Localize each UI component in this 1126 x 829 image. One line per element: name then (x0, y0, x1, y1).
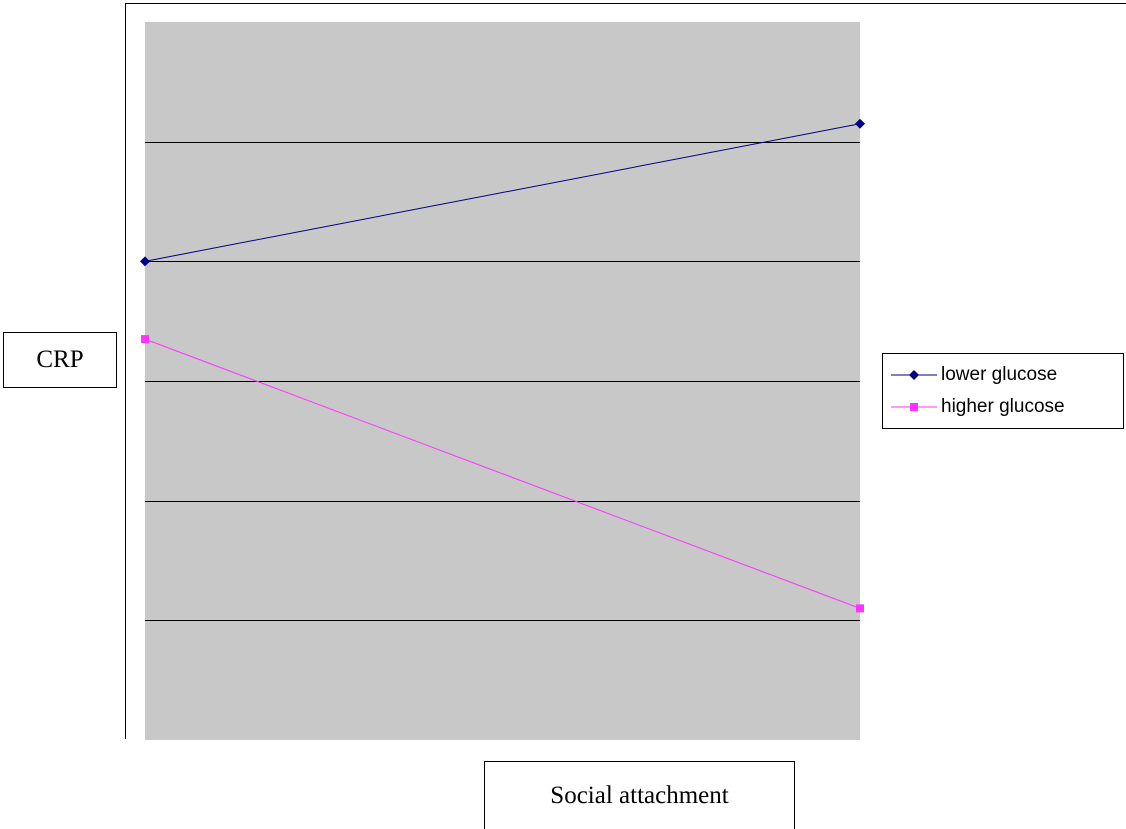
data-point-square (856, 604, 864, 613)
data-point-square (141, 335, 149, 344)
legend-label-higher-glucose: higher glucose (941, 396, 1065, 417)
legend-marker-diamond (891, 370, 937, 380)
data-point-diamond (140, 256, 150, 267)
x-axis-label: Social attachment (484, 761, 795, 829)
legend-item-higher-glucose: higher glucose (891, 392, 1065, 422)
legend-item-lower-glucose: lower glucose (891, 360, 1057, 390)
y-axis-label: CRP (3, 332, 117, 388)
legend-label-lower-glucose: lower glucose (941, 364, 1058, 385)
data-point-diamond (855, 118, 865, 129)
chart-frame-left (125, 3, 126, 739)
series-line-1 (144, 338, 861, 609)
legend: lower glucose higher glucose (882, 353, 1124, 429)
legend-marker-square (891, 403, 937, 411)
series-line-0 (144, 123, 861, 262)
chart-frame-top (125, 3, 1126, 4)
